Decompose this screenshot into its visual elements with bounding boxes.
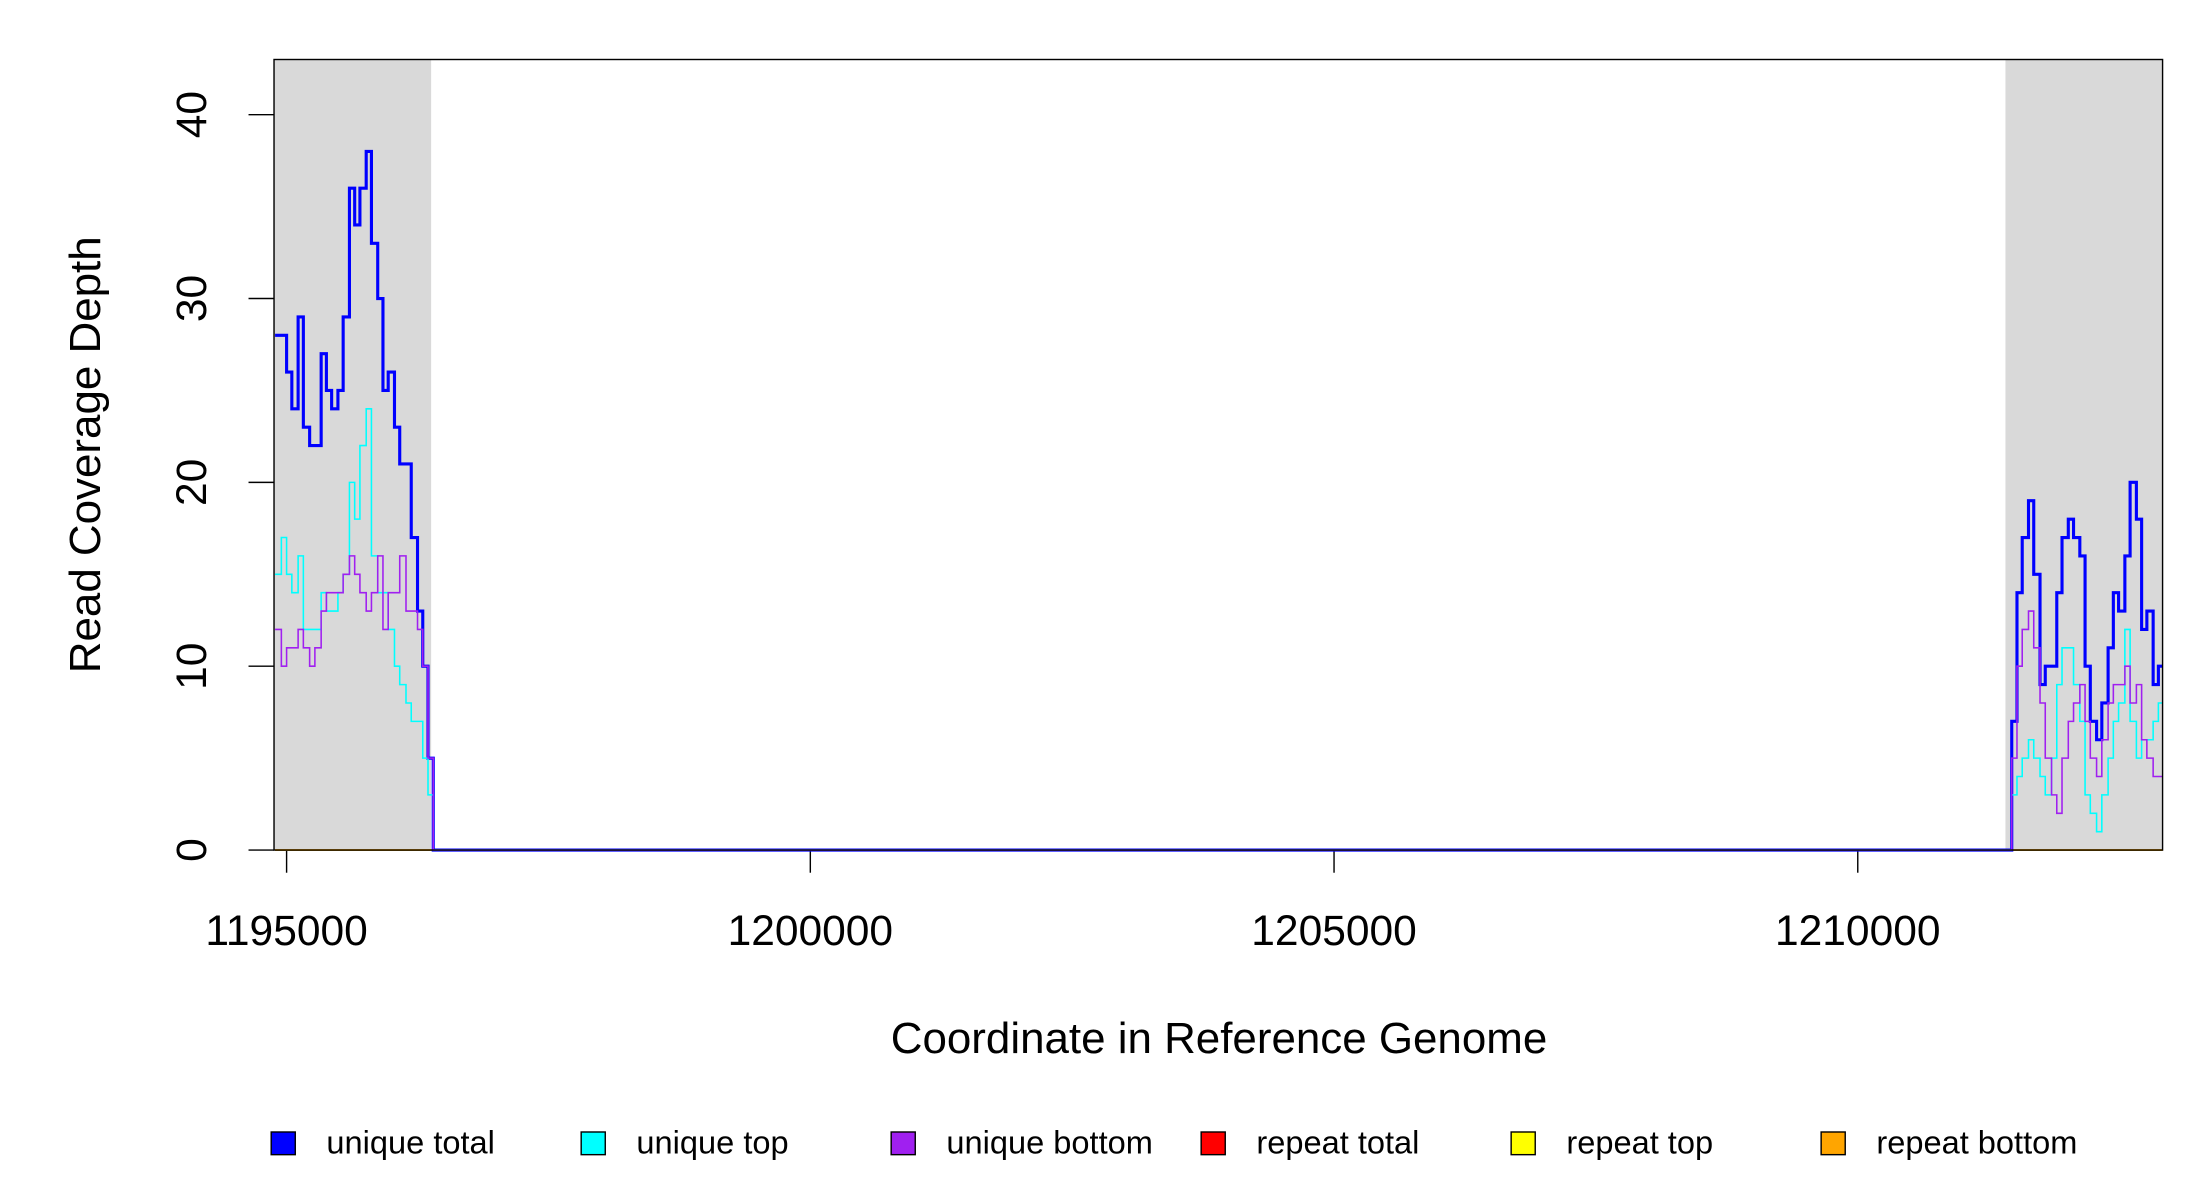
coverage-line — [275, 408, 2163, 851]
plot-frame — [273, 58, 2164, 851]
legend-label: unique bottom — [946, 1124, 1152, 1160]
legend-label: repeat total — [1256, 1124, 1419, 1160]
legend-label: repeat bottom — [1876, 1124, 2077, 1160]
x-axis-label: Coordinate in Reference Genome — [891, 1014, 1548, 1063]
x-tick-label: 1200000 — [728, 908, 893, 955]
legend-label: repeat top — [1566, 1124, 1713, 1160]
x-tick-label: 1210000 — [1775, 908, 1940, 955]
legend-swatch — [580, 1131, 606, 1156]
legend-label: unique top — [636, 1124, 788, 1160]
y-tick-label: 30 — [169, 275, 216, 322]
x-tick-label: 1205000 — [1251, 908, 1416, 955]
legend-swatch — [1820, 1131, 1846, 1156]
y-tick-label: 10 — [169, 643, 216, 690]
legend-label: unique total — [326, 1124, 494, 1160]
legend-swatch — [270, 1131, 296, 1156]
coverage-line — [275, 555, 2163, 851]
legend-swatch — [890, 1131, 916, 1156]
coverage-line — [275, 149, 2163, 852]
x-tick-label: 1195000 — [205, 908, 367, 955]
y-axis-label: Read Coverage Depth — [61, 236, 110, 673]
y-tick-label: 20 — [169, 459, 216, 506]
highlight-region — [274, 59, 432, 851]
legend-swatch — [1510, 1131, 1536, 1156]
legend-swatch — [1200, 1131, 1226, 1156]
y-tick-label: 40 — [169, 91, 216, 138]
highlight-region — [2005, 59, 2163, 851]
y-tick-label: 0 — [169, 838, 216, 862]
